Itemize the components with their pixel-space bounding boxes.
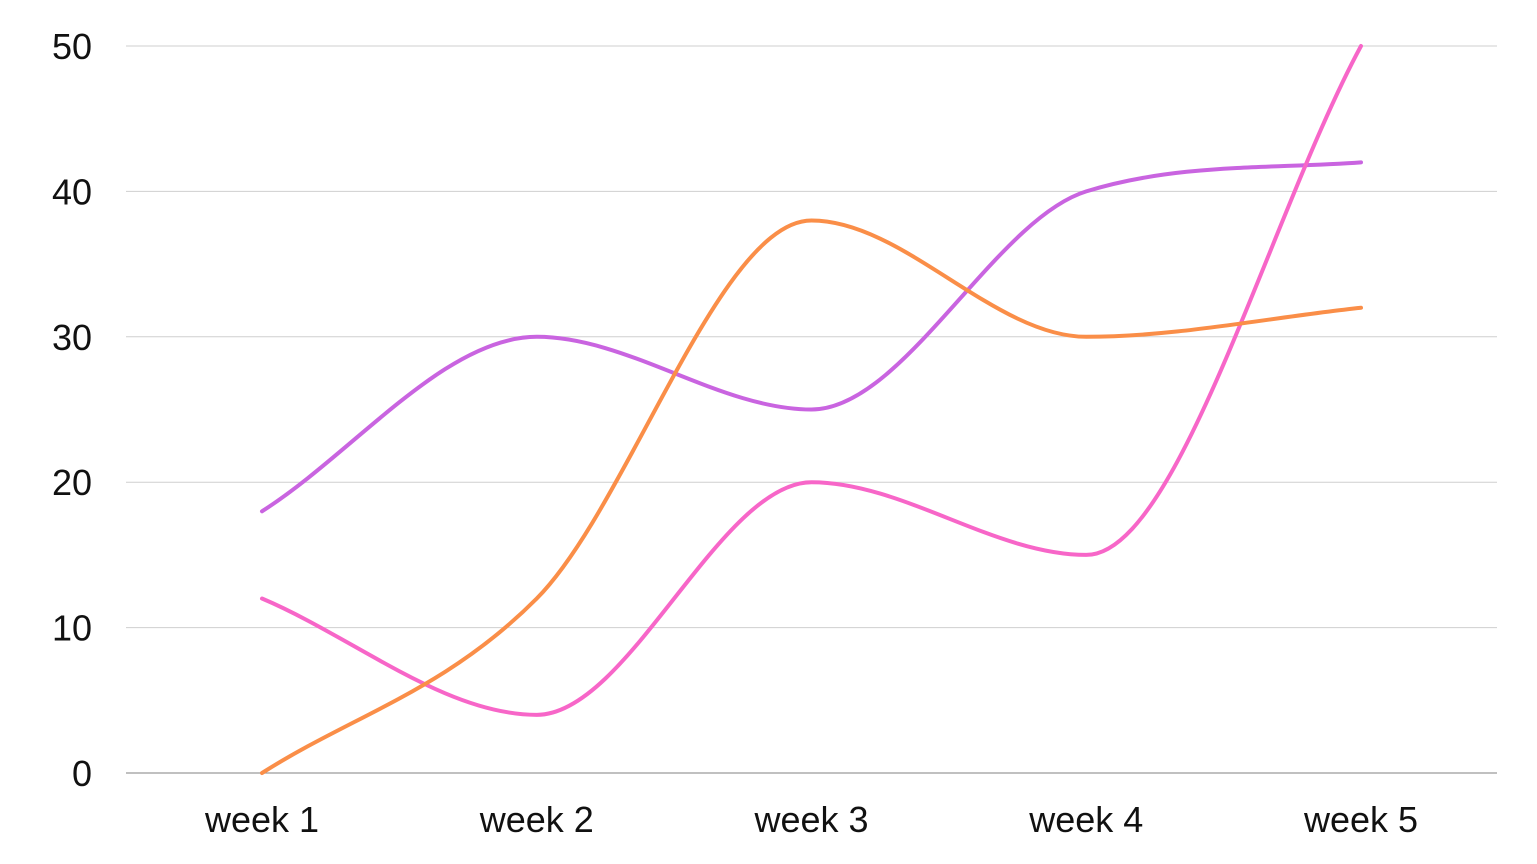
x-axis-ticks: week 1 week 2 week 3 week 4 week 5 (204, 799, 1418, 840)
y-tick-label: 40 (52, 171, 92, 212)
x-tick-label: week 3 (753, 799, 868, 840)
y-tick-label: 20 (52, 462, 92, 503)
x-tick-label: week 2 (479, 799, 594, 840)
y-axis-ticks: 0 10 20 30 40 50 (52, 26, 92, 794)
series-line-2 (260, 44, 1363, 717)
y-tick-label: 10 (52, 608, 92, 649)
series-layer (260, 44, 1363, 775)
series-line-3 (260, 218, 1363, 775)
x-tick-label: week 1 (204, 799, 319, 840)
series-line-1 (260, 160, 1363, 514)
y-tick-label: 30 (52, 317, 92, 358)
y-tick-label: 50 (52, 26, 92, 67)
x-tick-label: week 5 (1303, 799, 1418, 840)
y-tick-label: 0 (72, 753, 92, 794)
x-tick-label: week 4 (1028, 799, 1143, 840)
